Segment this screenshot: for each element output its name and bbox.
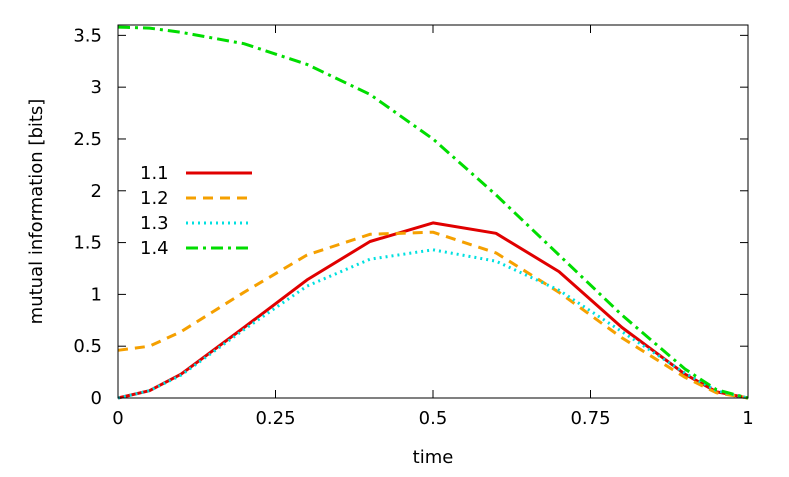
x-tick-label: 0.5 [419,408,448,429]
y-tick-label: 3.5 [73,25,102,46]
x-tick-label: 1 [742,408,753,429]
x-tick-label: 0.75 [570,408,610,429]
y-tick-label: 0 [91,388,102,409]
legend-label: 1.1 [140,163,169,184]
legend: 1.1 1.2 1.3 1.4 [140,163,252,259]
y-tick-label: 2 [91,181,102,202]
y-axis: 0 0.5 1 1.5 2 2.5 3 3.5 [73,25,748,409]
y-tick-label: 2.5 [73,129,102,150]
plot-series-group [117,25,749,400]
y-tick-label: 1.5 [73,233,102,254]
y-tick-label: 1 [91,284,102,305]
series-line-1-2 [117,230,749,400]
series-line-1-1 [117,221,749,400]
y-tick-label: 3 [91,77,102,98]
x-tick-label: 0.25 [255,408,295,429]
x-axis: 0 0.25 0.5 0.75 1 [112,25,754,429]
x-axis-title: time [413,447,454,468]
x-tick-label: 0 [112,408,123,429]
series-line-1-4 [117,25,749,400]
legend-label: 1.4 [140,238,169,259]
legend-label: 1.2 [140,188,169,209]
legend-label: 1.3 [140,213,169,234]
y-tick-label: 0.5 [73,336,102,357]
series-line-1-3 [117,248,749,400]
y-axis-title: mutual information [bits] [26,99,47,325]
plot-frame [117,24,749,399]
